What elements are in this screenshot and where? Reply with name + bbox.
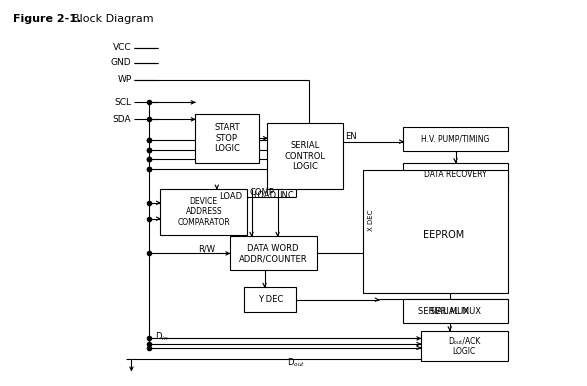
Text: COMP: COMP [249, 188, 274, 198]
Text: Block Diagram: Block Diagram [65, 14, 154, 24]
Bar [403, 163, 508, 185]
Text: EN: EN [345, 132, 357, 141]
Text: LOAD: LOAD [219, 192, 242, 201]
Text: SCL: SCL [114, 98, 131, 107]
Text: Y DEC: Y DEC [258, 295, 283, 304]
Bar [268, 123, 343, 189]
Text: D$_{in}$: D$_{in}$ [154, 330, 168, 343]
Text: Figure 2-1.: Figure 2-1. [13, 14, 81, 24]
Bar [403, 127, 508, 151]
Text: SERIAL MUX: SERIAL MUX [430, 306, 481, 315]
Text: X DEC: X DEC [368, 210, 374, 231]
Bar [230, 237, 316, 271]
Text: R/W: R/W [198, 245, 215, 254]
Text: DATA RECOVERY: DATA RECOVERY [424, 169, 487, 179]
Bar [195, 114, 259, 163]
Text: LOAD: LOAD [253, 191, 276, 200]
Text: SERIAL
CONTROL
LOGIC: SERIAL CONTROL LOGIC [285, 141, 326, 171]
Bar [160, 189, 247, 235]
Text: WP: WP [117, 75, 131, 84]
Bar [244, 288, 296, 312]
Text: GND: GND [111, 58, 131, 67]
Text: EEPROM: EEPROM [423, 230, 464, 240]
Text: START
STOP
LOGIC: START STOP LOGIC [214, 124, 240, 153]
Bar [403, 299, 508, 323]
Text: Dₒᵤₜ/ACK
LOGIC: Dₒᵤₜ/ACK LOGIC [448, 336, 480, 356]
Text: H.V. PUMP/TIMING: H.V. PUMP/TIMING [421, 135, 490, 144]
Text: DATA WORD
ADDR/COUNTER: DATA WORD ADDR/COUNTER [239, 244, 308, 263]
Text: INC: INC [279, 191, 294, 200]
Text: VCC: VCC [113, 43, 131, 52]
Text: DEVICE
ADDRESS
COMPARATOR: DEVICE ADDRESS COMPARATOR [177, 197, 230, 227]
Text: SERIAL MUX: SERIAL MUX [418, 306, 469, 315]
Bar [421, 331, 508, 361]
Text: D$_{out}$: D$_{out}$ [286, 357, 305, 369]
Text: SDA: SDA [113, 115, 131, 124]
Bar [363, 170, 508, 293]
